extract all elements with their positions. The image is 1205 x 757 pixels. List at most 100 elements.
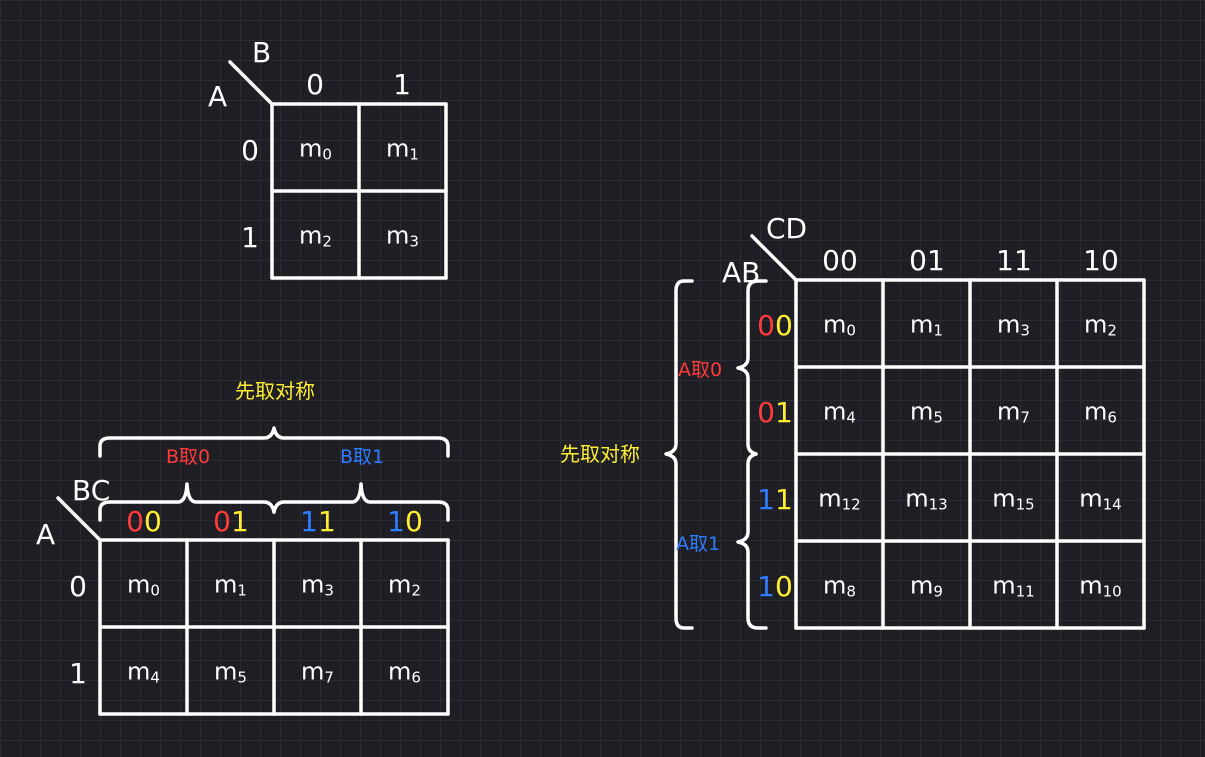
header-bit: 1 [318, 505, 336, 538]
header-bit: 1 [387, 505, 405, 538]
minterm-letter: m [1079, 485, 1102, 513]
minterm-letter: m [299, 222, 322, 250]
corner-diagonal [228, 60, 274, 106]
col-header: 1 [393, 68, 411, 101]
minterm-letter: m [1084, 398, 1107, 426]
header-bit: 0 [775, 570, 793, 603]
minterm-index: 14 [1103, 496, 1122, 514]
minterm-cell: m9 [910, 572, 943, 601]
row-header: 0 [69, 570, 87, 603]
minterm-cell: m14 [1079, 485, 1121, 514]
col-variable-label: BC [72, 474, 110, 507]
minterm-letter: m [388, 658, 411, 686]
minterm-letter: m [386, 135, 409, 163]
row-header: 0 [241, 134, 259, 167]
upper-brace [736, 279, 768, 456]
col-header: 01 [909, 244, 945, 277]
header-bit: 0 [213, 505, 231, 538]
minterm-letter: m [823, 572, 846, 600]
minterm-index: 8 [846, 583, 856, 601]
minterm-index: 10 [1103, 583, 1122, 601]
row-header: 11 [757, 483, 793, 516]
minterm-cell: m5 [910, 398, 943, 427]
minterm-index: 6 [1107, 409, 1117, 427]
minterm-cell: m0 [823, 311, 856, 340]
minterm-cell: m4 [127, 658, 160, 687]
minterm-letter: m [299, 135, 322, 163]
header-bit: 1 [231, 505, 249, 538]
minterm-index: 7 [1020, 409, 1030, 427]
minterm-index: 0 [150, 582, 160, 600]
minterm-cell: m2 [299, 222, 332, 251]
minterm-cell: m13 [905, 485, 947, 514]
col-header: 00 [822, 244, 858, 277]
minterm-index: 6 [411, 669, 421, 687]
minterm-cell: m3 [997, 311, 1030, 340]
group-top-label: A取0 [678, 359, 722, 381]
minterm-cell: m10 [1079, 572, 1121, 601]
minterm-index: 7 [324, 669, 334, 687]
row-header: 01 [757, 396, 793, 429]
minterm-cell: m1 [910, 311, 943, 340]
header-bit: 0 [144, 505, 162, 538]
col-headers: 00 01 11 10 [822, 244, 1119, 277]
row-variable-label: A [36, 518, 55, 551]
lower-brace [736, 452, 768, 630]
minterm-cell: m1 [386, 135, 419, 164]
minterm-letter: m [388, 571, 411, 599]
minterm-index: 1 [409, 146, 419, 164]
minterm-index: 0 [322, 146, 332, 164]
minterm-index: 1 [933, 322, 943, 340]
top-brace [98, 426, 450, 458]
minterm-cell: m0 [127, 571, 160, 600]
minterm-index: 4 [846, 409, 856, 427]
row-header: 1 [241, 221, 259, 254]
kmap-grid [270, 102, 448, 280]
minterm-cell: m11 [992, 572, 1034, 601]
minterm-index: 5 [933, 409, 943, 427]
header-bit: 1 [300, 505, 318, 538]
minterm-cell: m2 [388, 571, 421, 600]
minterm-cell: m3 [301, 571, 334, 600]
row-header: 00 [757, 309, 793, 342]
col-header: 10 [387, 505, 423, 538]
header-bit: 0 [757, 309, 775, 342]
minterm-letter: m [823, 311, 846, 339]
minterm-cell: m2 [1084, 311, 1117, 340]
right-brace [272, 482, 450, 522]
minterm-letter: m [214, 571, 237, 599]
minterm-index: 4 [150, 669, 160, 687]
col-variable-label: CD [766, 212, 807, 245]
minterm-cell: m8 [823, 572, 856, 601]
minterm-index: 3 [1020, 322, 1030, 340]
minterm-letter: m [127, 571, 150, 599]
minterm-index: 2 [411, 582, 421, 600]
header-bit: 1 [757, 483, 775, 516]
minterm-letter: m [997, 311, 1020, 339]
top-annotation: 先取对称 [235, 379, 315, 403]
minterm-cell: m15 [992, 485, 1034, 514]
minterm-letter: m [127, 658, 150, 686]
corner-diagonal [56, 496, 102, 542]
group-left-label: B取0 [166, 446, 210, 468]
col-header: 11 [996, 244, 1032, 277]
minterm-letter: m [823, 398, 846, 426]
minterm-index: 2 [322, 233, 332, 251]
header-bit: 0 [126, 505, 144, 538]
header-bit: 1 [775, 483, 793, 516]
col-header: 00 [126, 505, 162, 538]
outer-brace [664, 279, 694, 630]
col-variable-label: B [252, 36, 271, 69]
minterm-cell: m3 [386, 222, 419, 251]
row-variable-label: A [208, 80, 227, 113]
minterm-letter: m [301, 571, 324, 599]
kmap-grid [98, 538, 450, 716]
row-headers: 01 [69, 570, 87, 690]
minterm-letter: m [910, 398, 933, 426]
minterm-index: 9 [933, 583, 943, 601]
header-bit: 1 [775, 396, 793, 429]
